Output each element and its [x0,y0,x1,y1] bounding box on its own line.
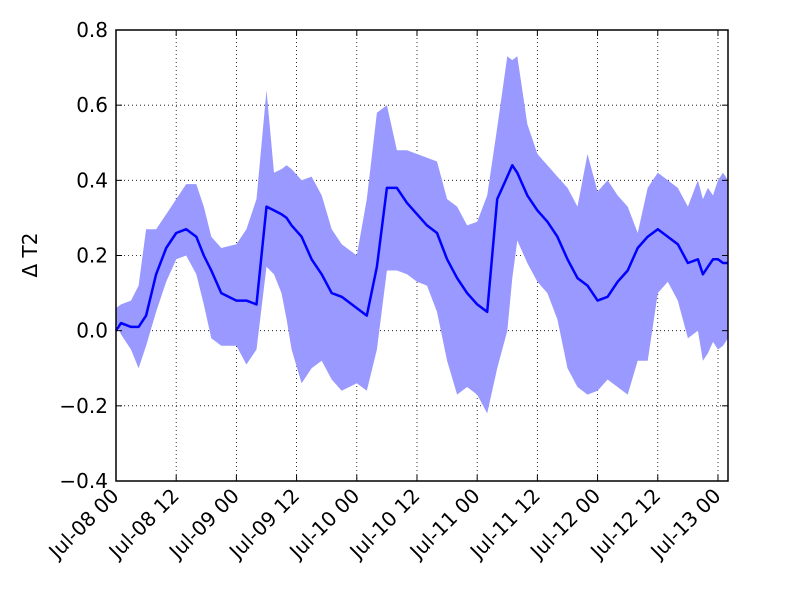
y-tick-label: 0.6 [76,93,108,117]
y-tick-label: 0.2 [76,244,108,268]
y-tick-label: −0.2 [59,394,108,418]
confidence-band-layer [116,56,728,414]
y-tick-labels: −0.4 −0.2 0.0 0.2 0.4 0.6 0.8 [59,18,108,493]
confidence-band [116,56,728,414]
y-axis-label: Δ T2 [18,233,42,278]
y-tick-label: −0.4 [59,469,108,493]
y-tick-label: 0.4 [76,168,108,192]
axis-ticks [115,29,728,482]
y-tick-label: 0.8 [76,18,108,42]
y-tick-label: 0.0 [76,319,108,343]
mean-series-line [114,164,728,332]
mean-line-layer [114,164,728,332]
